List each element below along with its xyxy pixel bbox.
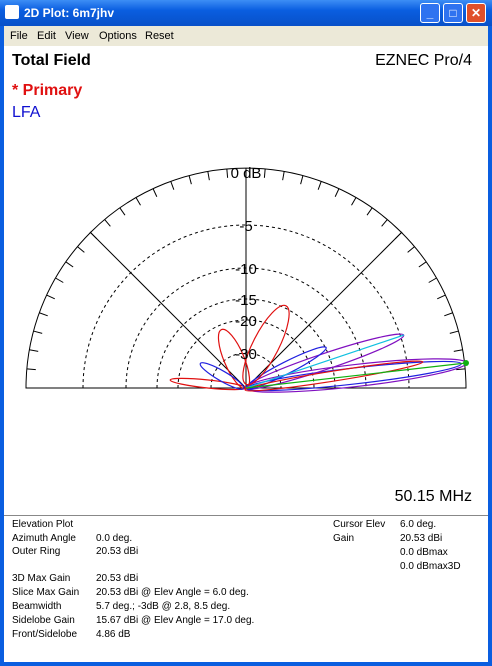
ring-tick: [65, 261, 74, 268]
menu-bar: File Edit View Options Reset: [4, 26, 488, 46]
cursor-label: Gain: [333, 533, 355, 544]
ring-tick: [453, 349, 463, 352]
info-value: 4.86 dB: [96, 629, 131, 640]
cursor-label: Cursor Elev: [333, 519, 386, 530]
ring-tick: [26, 368, 36, 371]
info-label: 3D Max Gain: [12, 573, 71, 584]
menu-item[interactable]: Edit: [37, 30, 56, 42]
info-value: 5.7 deg.; -3dB @ 2.8, 8.5 deg.: [96, 601, 231, 612]
cursor-value: 20.53 dBi: [400, 533, 443, 544]
info-label: Front/Sidelobe: [12, 629, 78, 640]
cursor-value: 0.0 dBmax3D: [400, 561, 461, 572]
ring-tick: [104, 219, 111, 227]
menu-item[interactable]: Options: [99, 30, 137, 42]
ring-label: -20: [235, 313, 257, 330]
ring-tick: [334, 188, 340, 197]
info-label: Beamwidth: [12, 601, 62, 612]
ring-tick: [39, 312, 48, 317]
ring-tick: [428, 277, 437, 283]
pattern-lobes: [169, 304, 469, 393]
info-value: 15.67 dBi @ Elev Angle = 17.0 deg.: [96, 615, 255, 626]
ring-label: -30: [235, 346, 257, 363]
ring-tick: [381, 219, 388, 227]
ring-tick: [407, 246, 415, 253]
ring-tick: [170, 181, 175, 190]
ring-tick: [119, 207, 126, 216]
ring-tick: [77, 246, 85, 253]
ring-tick: [351, 197, 357, 206]
outer-ring: [25, 167, 467, 389]
plot-area: Total Field EZNEC Pro/4 * Primary LFA 0 …: [4, 46, 488, 516]
info-heading: Elevation Plot: [12, 519, 74, 530]
ring-label: -5: [239, 218, 252, 235]
menu-item[interactable]: Reset: [145, 30, 174, 42]
menu-item[interactable]: View: [65, 30, 89, 42]
frequency: 50.15 MHz: [395, 488, 472, 505]
ring-tick: [300, 175, 304, 185]
ring-tick: [90, 232, 98, 240]
maximize-button[interactable]: □: [443, 3, 463, 23]
info-label: Outer Ring: [12, 546, 61, 557]
ring-tick: [55, 277, 64, 283]
ring-tick: [46, 294, 55, 300]
cursor-value: 6.0 deg.: [400, 519, 437, 530]
info-panel: Elevation Plot Azimuth Angle 0.0 deg. Oute…: [4, 516, 488, 662]
ring-tick: [444, 312, 453, 317]
minimize-button[interactable]: _: [420, 3, 440, 23]
ring-tick: [394, 232, 402, 240]
info-label: Azimuth Angle: [12, 533, 76, 544]
info-label: Sidelobe Gain: [12, 615, 75, 626]
ring-tick: [226, 168, 229, 178]
info-label: Slice Max Gain: [12, 587, 80, 598]
info-value: 0.0 deg.: [96, 533, 133, 544]
window-icon: [5, 5, 19, 19]
title-bar: 2D Plot: 6m7jhv _ □ ✕: [0, 0, 492, 26]
program-name: EZNEC Pro/4: [375, 52, 472, 69]
ring-label: -10: [235, 261, 257, 278]
ring-tick: [366, 207, 373, 216]
ring-label: 0 dB: [231, 165, 262, 182]
ring-tick: [456, 368, 466, 371]
trace-name: * Primary: [12, 82, 82, 99]
ring-tick: [317, 181, 322, 190]
info-value: 20.53 dBi: [96, 546, 139, 557]
cursor-value: 0.0 dBmax: [400, 547, 448, 558]
ring-tick: [437, 294, 446, 300]
polar-grid: [25, 167, 467, 389]
trace-name: LFA: [12, 104, 41, 121]
ring-tick: [33, 330, 43, 334]
plot-title: Total Field: [12, 52, 91, 69]
ring-tick: [29, 349, 39, 352]
ring-tick: [188, 175, 192, 185]
window-title: 2D Plot: 6m7jhv: [24, 6, 115, 20]
ring-label: -15: [235, 292, 257, 309]
ring-tick: [135, 197, 141, 206]
ring-tick: [418, 261, 427, 268]
ring-tick: [152, 188, 158, 197]
info-value: 20.53 dBi: [96, 573, 139, 584]
ring-tick: [263, 168, 266, 178]
ring-tick: [449, 330, 459, 334]
menu-item[interactable]: File: [10, 30, 28, 42]
ring-tick: [282, 171, 285, 181]
close-button[interactable]: ✕: [466, 3, 486, 23]
ring-labels: 0 dB -5 -10 -15 -20 -30: [231, 165, 262, 363]
info-value: 20.53 dBi @ Elev Angle = 6.0 deg.: [96, 587, 249, 598]
ring-tick: [207, 171, 210, 181]
